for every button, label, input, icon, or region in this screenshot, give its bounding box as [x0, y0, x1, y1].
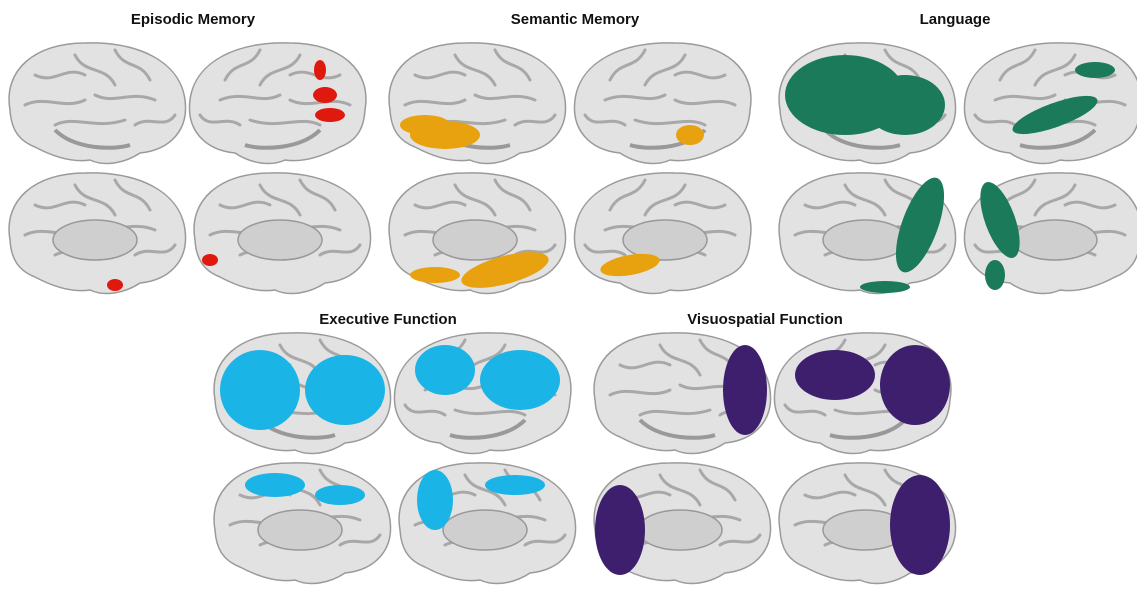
corpus-callosum	[53, 220, 137, 260]
corpus-callosum	[238, 220, 322, 260]
activation-region	[880, 345, 950, 425]
brain-lateral	[779, 43, 955, 164]
brain-lateral	[214, 333, 390, 454]
brain-medial	[389, 173, 565, 295]
activation-region	[305, 355, 385, 425]
panel-title: Executive Function	[319, 311, 457, 328]
activation-region	[107, 279, 123, 291]
brain-lateral	[389, 43, 565, 164]
brain-medial	[779, 172, 955, 294]
activation-region	[676, 125, 704, 145]
brain-lateral	[594, 333, 770, 454]
corpus-callosum	[623, 220, 707, 260]
figure: Episodic Memory Semantic Memory Language…	[0, 0, 1137, 596]
brain-medial	[194, 173, 370, 294]
panel-title: Language	[920, 11, 991, 28]
brain-medial	[214, 463, 390, 584]
activation-region	[245, 473, 305, 497]
corpus-callosum	[638, 510, 722, 550]
brain-lateral	[964, 43, 1137, 164]
activation-region	[220, 350, 300, 430]
brain-medial	[964, 173, 1137, 294]
activation-region	[313, 87, 337, 103]
brain-lateral	[574, 43, 750, 164]
activation-region	[315, 485, 365, 505]
corpus-callosum	[443, 510, 527, 550]
activation-region	[400, 115, 450, 135]
activation-region	[1075, 62, 1115, 78]
activation-region	[315, 108, 345, 122]
activation-region	[595, 485, 645, 575]
panel-title: Episodic Memory	[131, 11, 256, 28]
brain-lateral	[774, 333, 950, 454]
brain-lateral	[394, 333, 570, 454]
activation-region	[415, 345, 475, 395]
corpus-callosum	[258, 510, 342, 550]
activation-region	[795, 350, 875, 400]
activation-region	[314, 60, 326, 80]
activation-region	[985, 260, 1005, 290]
activation-region	[417, 470, 453, 530]
activation-region	[890, 475, 950, 575]
brain-images	[9, 43, 1137, 584]
corpus-callosum	[823, 220, 907, 260]
activation-region	[202, 254, 218, 266]
activation-region	[480, 350, 560, 410]
panel-title: Semantic Memory	[511, 11, 640, 28]
brain-medial	[399, 463, 575, 584]
activation-region	[410, 267, 460, 283]
brain-medial	[779, 463, 955, 584]
brain-lateral	[189, 43, 365, 164]
brain-medial	[9, 173, 185, 294]
brain-lateral	[9, 43, 185, 164]
corpus-callosum	[1013, 220, 1097, 260]
corpus-callosum	[433, 220, 517, 260]
activation-region	[485, 475, 545, 495]
brain-medial	[574, 173, 750, 294]
activation-region	[723, 345, 767, 435]
activation-region	[860, 281, 910, 293]
brain-medial	[594, 463, 770, 584]
panel-title: Visuospatial Function	[687, 311, 843, 328]
activation-region	[865, 75, 945, 135]
